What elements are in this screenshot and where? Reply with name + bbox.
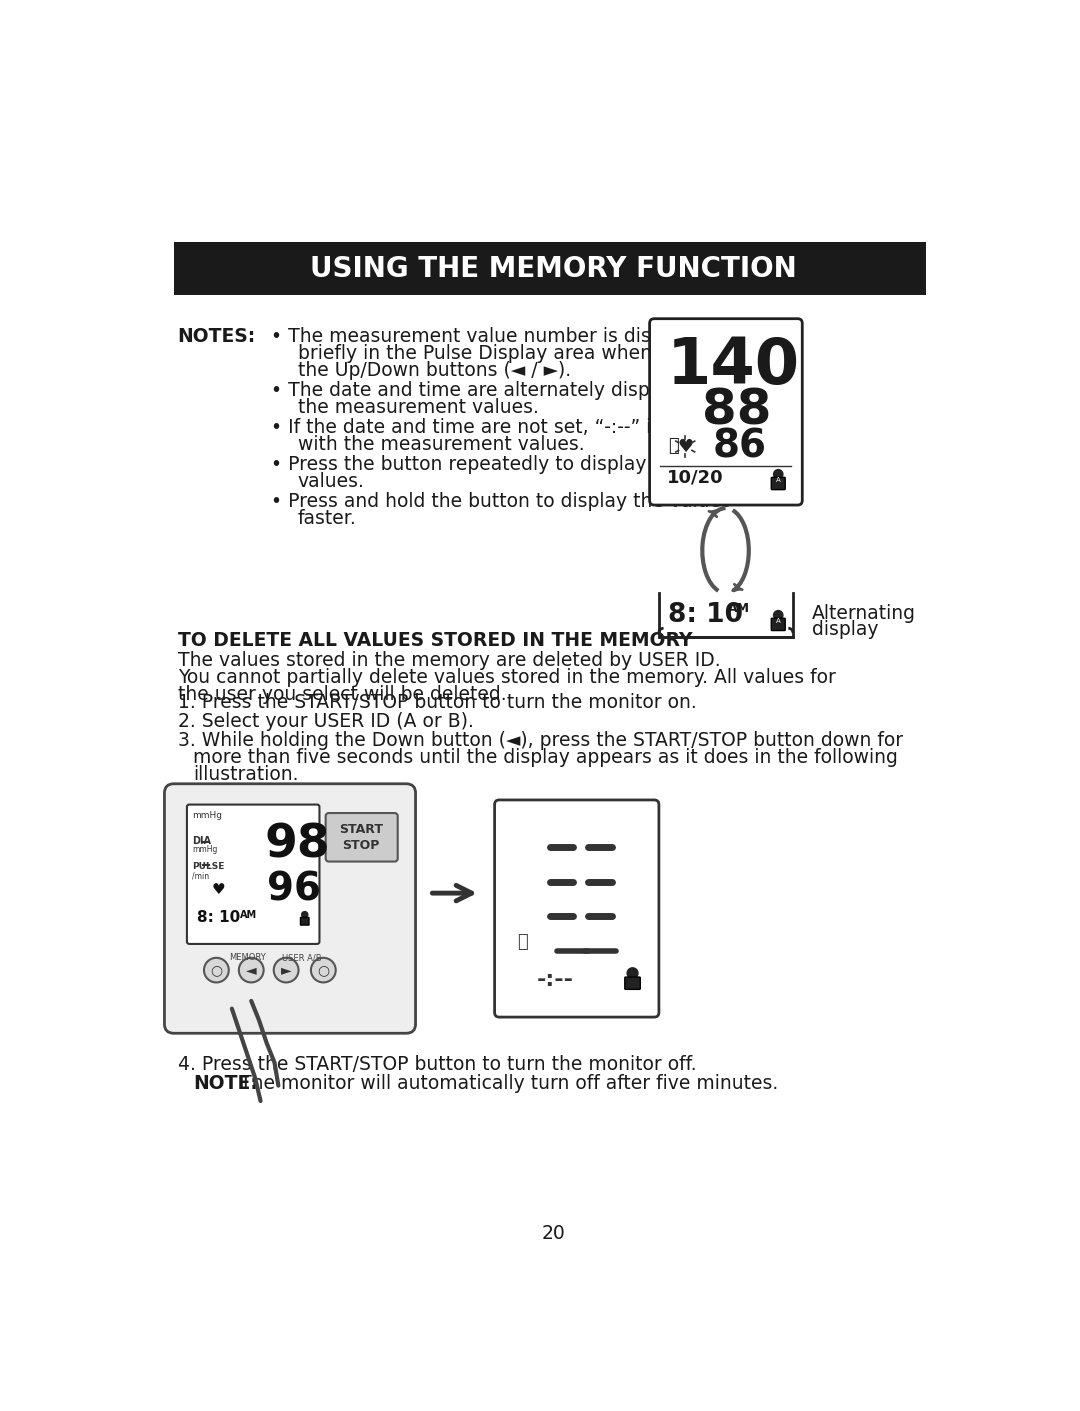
- FancyBboxPatch shape: [164, 783, 416, 1033]
- Text: 96: 96: [267, 871, 321, 909]
- Circle shape: [204, 958, 229, 982]
- Text: with the measurement values.: with the measurement values.: [298, 435, 584, 454]
- Text: AM: AM: [728, 602, 750, 615]
- Text: • If the date and time are not set, “-:--” is displayed: • If the date and time are not set, “-:-…: [271, 418, 757, 437]
- Text: ○: ○: [211, 964, 222, 978]
- Text: NOTE:: NOTE:: [193, 1074, 258, 1094]
- Text: • The measurement value number is displayed: • The measurement value number is displa…: [271, 327, 714, 346]
- Circle shape: [627, 968, 638, 979]
- FancyBboxPatch shape: [300, 917, 309, 926]
- Text: USING THE MEMORY FUNCTION: USING THE MEMORY FUNCTION: [310, 254, 797, 282]
- Circle shape: [773, 611, 783, 619]
- Text: MEMORY: MEMORY: [229, 954, 266, 962]
- Text: ◄: ◄: [246, 964, 257, 978]
- Circle shape: [301, 912, 308, 917]
- Text: faster.: faster.: [298, 509, 356, 528]
- Text: 88: 88: [702, 387, 772, 435]
- Text: DIA: DIA: [192, 837, 212, 847]
- Text: 2. Select your USER ID (A or B).: 2. Select your USER ID (A or B).: [177, 713, 473, 731]
- Text: • Press the button repeatedly to display the next: • Press the button repeatedly to display…: [271, 454, 730, 474]
- Text: 8: 10: 8: 10: [197, 910, 240, 926]
- FancyBboxPatch shape: [187, 804, 320, 944]
- Text: /min: /min: [192, 872, 210, 880]
- Text: mmHg: mmHg: [192, 845, 218, 855]
- Text: 10/20: 10/20: [666, 468, 724, 487]
- Text: ⎘: ⎘: [517, 933, 528, 951]
- Text: 8: 10: 8: 10: [669, 602, 743, 628]
- Text: The monitor will automatically turn off after five minutes.: The monitor will automatically turn off …: [234, 1074, 779, 1094]
- Text: ○: ○: [318, 964, 329, 978]
- Text: 1. Press the START/STOP button to turn the monitor on.: 1. Press the START/STOP button to turn t…: [177, 693, 697, 713]
- Text: ♥: ♥: [677, 437, 693, 456]
- Text: NOTES:: NOTES:: [177, 327, 256, 346]
- Text: 20: 20: [542, 1225, 565, 1243]
- Text: 4. Press the START/STOP button to turn the monitor off.: 4. Press the START/STOP button to turn t…: [177, 1055, 697, 1074]
- FancyBboxPatch shape: [625, 976, 640, 989]
- Text: The values stored in the memory are deleted by USER ID.: The values stored in the memory are dele…: [177, 652, 720, 670]
- Text: PULSE: PULSE: [192, 862, 225, 872]
- Text: USER A/B: USER A/B: [282, 954, 322, 962]
- Text: A: A: [775, 477, 781, 484]
- Circle shape: [311, 958, 336, 982]
- Text: more than five seconds until the display appears as it does in the following: more than five seconds until the display…: [193, 748, 897, 768]
- Text: -:--: -:--: [537, 971, 573, 991]
- Text: 3. While holding the Down button (◄), press the START/STOP button down for: 3. While holding the Down button (◄), pr…: [177, 731, 903, 751]
- Text: ♥: ♥: [212, 882, 226, 897]
- Text: the measurement values.: the measurement values.: [298, 398, 539, 418]
- FancyBboxPatch shape: [326, 813, 397, 862]
- Text: You cannot partially delete values stored in the memory. All values for: You cannot partially delete values store…: [177, 669, 836, 687]
- FancyBboxPatch shape: [771, 618, 785, 631]
- Text: display: display: [811, 619, 878, 639]
- Text: Alternating: Alternating: [811, 604, 916, 624]
- Text: the user you select will be deleted.: the user you select will be deleted.: [177, 686, 507, 704]
- FancyBboxPatch shape: [495, 800, 659, 1017]
- Text: 98: 98: [265, 823, 330, 868]
- Text: START
STOP: START STOP: [339, 823, 383, 852]
- Text: 86: 86: [713, 428, 767, 466]
- Text: mmHg: mmHg: [192, 811, 222, 820]
- Text: values.: values.: [298, 471, 365, 491]
- Text: 140: 140: [666, 334, 800, 396]
- FancyBboxPatch shape: [649, 319, 802, 505]
- Text: • The date and time are alternately displayed with: • The date and time are alternately disp…: [271, 381, 746, 401]
- FancyBboxPatch shape: [771, 477, 785, 490]
- Circle shape: [239, 958, 264, 982]
- FancyBboxPatch shape: [174, 243, 926, 295]
- Circle shape: [773, 470, 783, 478]
- Text: A: A: [775, 618, 781, 624]
- Text: briefly in the Pulse Display area when you press: briefly in the Pulse Display area when y…: [298, 344, 748, 363]
- Circle shape: [273, 958, 298, 982]
- Text: AM: AM: [240, 910, 257, 920]
- Text: • Press and hold the button to display the values: • Press and hold the button to display t…: [271, 492, 730, 511]
- Text: illustration.: illustration.: [193, 765, 299, 785]
- Text: TO DELETE ALL VALUES STORED IN THE MEMORY: TO DELETE ALL VALUES STORED IN THE MEMOR…: [177, 631, 692, 650]
- Text: ⎘: ⎘: [669, 437, 679, 456]
- Text: the Up/Down buttons (◄ / ►).: the Up/Down buttons (◄ / ►).: [298, 361, 571, 380]
- Text: ►: ►: [281, 964, 292, 978]
